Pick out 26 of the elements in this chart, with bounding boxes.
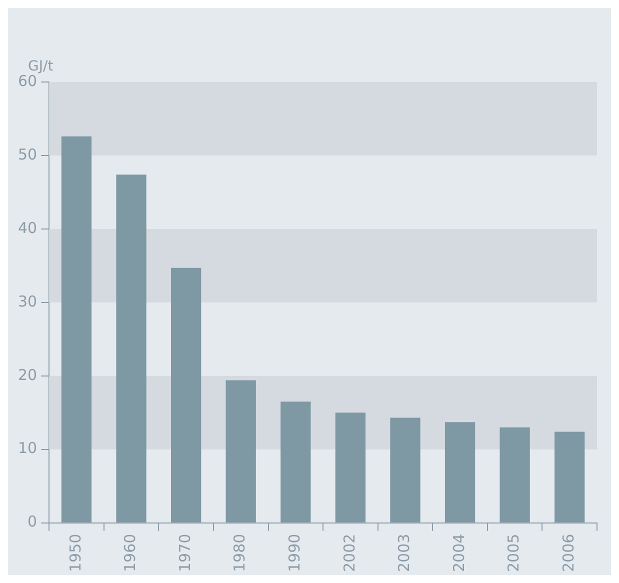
bar [280, 402, 311, 522]
x-tick-label: 1950 [66, 534, 84, 572]
y-tick-label: 50 [18, 145, 38, 164]
x-tick-label: 1960 [121, 534, 140, 572]
y-tick-label: 10 [18, 439, 38, 458]
x-tick-label: 2005 [504, 534, 523, 572]
y-tick-label: 20 [18, 366, 38, 384]
bar [390, 418, 420, 522]
x-tick-label: 1970 [176, 534, 194, 572]
y-tick-label: 40 [18, 218, 38, 237]
bar [226, 380, 256, 522]
x-tick-label: 1980 [230, 534, 249, 572]
y-tick-label: 0 [28, 512, 38, 531]
bar [335, 412, 366, 522]
x-tick-label: 2006 [559, 534, 578, 572]
x-tick-label: 1990 [286, 534, 304, 572]
bar [444, 422, 476, 522]
bar [61, 136, 92, 522]
bar [116, 174, 146, 522]
bar [171, 268, 202, 522]
x-tick-label: 2004 [450, 534, 468, 572]
bar [554, 432, 585, 522]
x-tick-label: 2002 [340, 534, 358, 572]
y-tick-label: 30 [18, 292, 38, 310]
bar [500, 427, 530, 522]
x-tick-label: 2003 [395, 534, 414, 572]
